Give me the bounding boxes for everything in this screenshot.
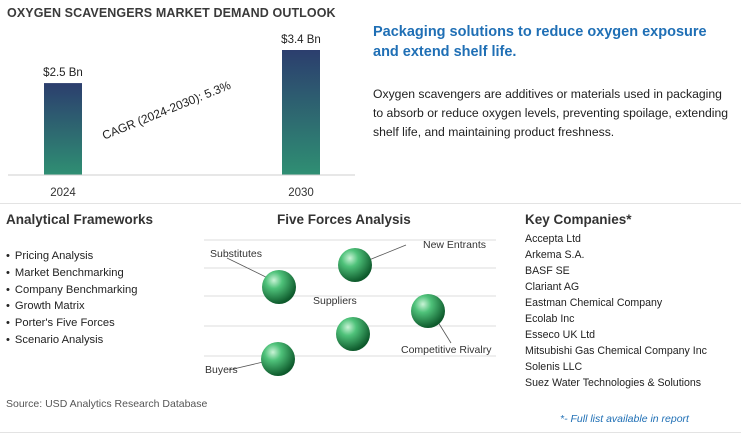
companies-heading: Key Companies* <box>525 212 632 227</box>
force-label-competitive-rivalry: Competitive Rivalry <box>401 344 492 356</box>
cagr-annotation: CAGR (2024-2030): 5.3% <box>100 78 233 143</box>
suppliers-sphere <box>336 317 370 351</box>
market-bar-chart: $2.5 Bn 2024 $3.4 Bn 2030 CAGR (2024-2030):… <box>8 34 355 199</box>
list-item: Clariant AG <box>525 281 580 293</box>
new-entrants-sphere <box>338 248 372 282</box>
bar-value-label: $2.5 Bn <box>43 67 83 79</box>
substitutes-sphere <box>262 270 296 304</box>
source-note: Source: USD Analytics Research Database <box>6 398 208 410</box>
list-item: Mitsubishi Gas Chemical Company Inc <box>525 345 707 357</box>
headline: Packaging solutions to reduce oxygen exp… <box>373 24 707 60</box>
footnote: *- Full list available in report <box>560 413 689 425</box>
section-divider <box>0 203 741 204</box>
list-item: Pricing Analysis <box>6 248 137 265</box>
list-item: Company Benchmarking <box>6 282 138 299</box>
list-item: Porter's Five Forces <box>6 315 137 332</box>
bar-2030 <box>282 50 320 175</box>
force-label-buyers: Buyers <box>205 364 238 376</box>
list-item: Suez Water Technologies & Solutions <box>525 377 702 389</box>
list-item: Eastman Chemical Company <box>525 297 663 309</box>
competitive-rivalry-sphere <box>411 294 445 328</box>
bar-2024 <box>44 83 82 175</box>
list-item: Solenis LLC <box>525 361 583 373</box>
description: Oxygen scavengers are additives or mater… <box>373 87 729 139</box>
buyers-sphere <box>261 342 295 376</box>
force-label-substitutes: Substitutes <box>210 248 262 260</box>
forces-heading: Five Forces Analysis <box>277 212 411 227</box>
companies-list: Accepta Ltd Arkema S.A. BASF SE Clariant… <box>525 231 707 391</box>
list-item: Arkema S.A. <box>525 249 585 261</box>
bottom-rule <box>0 432 741 433</box>
list-item: Market Benchmarking <box>6 265 137 282</box>
list-item: Esseco UK Ltd <box>525 329 596 341</box>
frameworks-heading: Analytical Frameworks <box>6 212 154 227</box>
category-tick-label: 2024 <box>50 187 76 199</box>
list-item: Ecolab Inc <box>525 313 575 325</box>
bar-value-label: $3.4 Bn <box>281 34 321 46</box>
frameworks-list: Pricing Analysis Market Benchmarking Com… <box>6 248 138 349</box>
list-item: Scenario Analysis <box>6 332 137 349</box>
chart-title: OXYGEN SCAVENGERS MARKET DEMAND OUTLOOK <box>7 6 336 20</box>
force-label-suppliers: Suppliers <box>313 295 357 307</box>
list-item: Accepta Ltd <box>525 233 581 245</box>
category-tick-label: 2030 <box>288 187 314 199</box>
list-item: BASF SE <box>525 265 570 277</box>
five-forces-diagram <box>204 239 496 376</box>
list-item: Growth Matrix <box>6 298 137 315</box>
force-label-new-entrants: New Entrants <box>423 239 487 251</box>
